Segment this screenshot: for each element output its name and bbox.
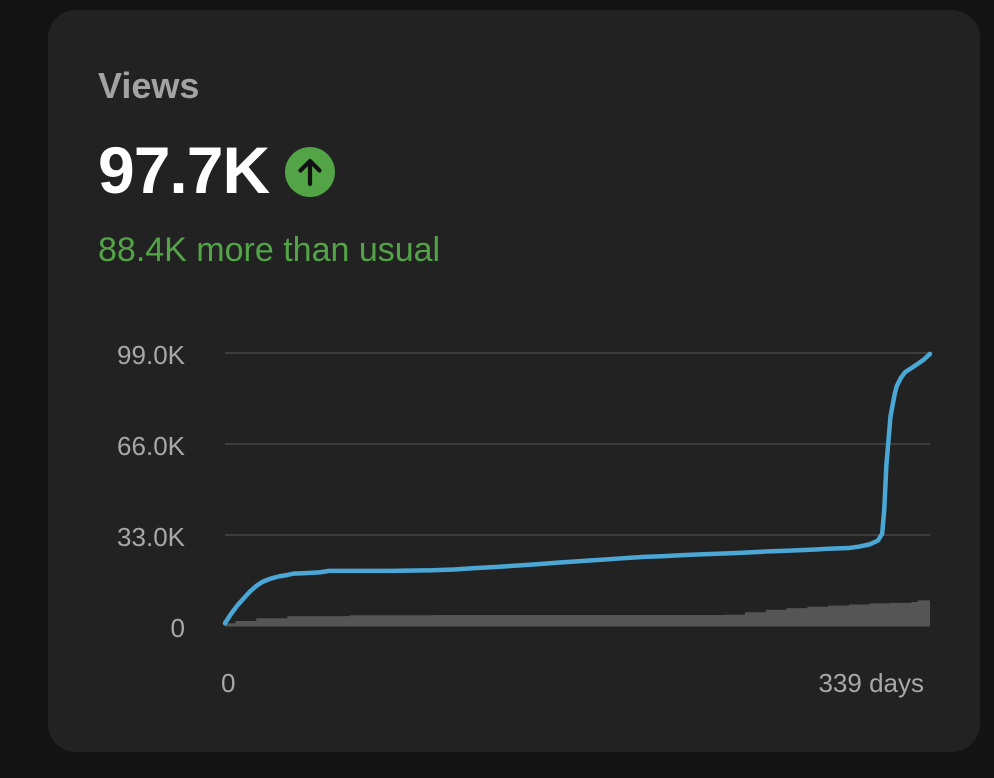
views-line-chart: 0 33.0K 66.0K 99.0K 0 339 days (117, 340, 933, 698)
metric-value: 97.7K (98, 133, 270, 207)
views-series-line (222, 351, 933, 626)
baseline-area (225, 600, 930, 626)
y-tick-label-2: 66.0K (117, 431, 186, 461)
views-card[interactable]: Views 97.7K 88.4K more than usual 0 33.0K… (48, 10, 980, 752)
x-tick-label-1: 339 days (818, 668, 924, 698)
arrow-up-circle-icon (285, 147, 336, 197)
metric-label: Views (98, 65, 200, 106)
arrow-up-glyph (298, 158, 322, 187)
metric-value-row: 97.7K (98, 132, 336, 208)
y-tick-label-0: 0 (171, 613, 185, 643)
y-tick-label-1: 33.0K (117, 522, 186, 552)
y-tick-label-3: 99.0K (117, 340, 186, 370)
metric-delta-text: 88.4K more than usual (98, 231, 441, 269)
x-tick-label-0: 0 (221, 668, 235, 698)
